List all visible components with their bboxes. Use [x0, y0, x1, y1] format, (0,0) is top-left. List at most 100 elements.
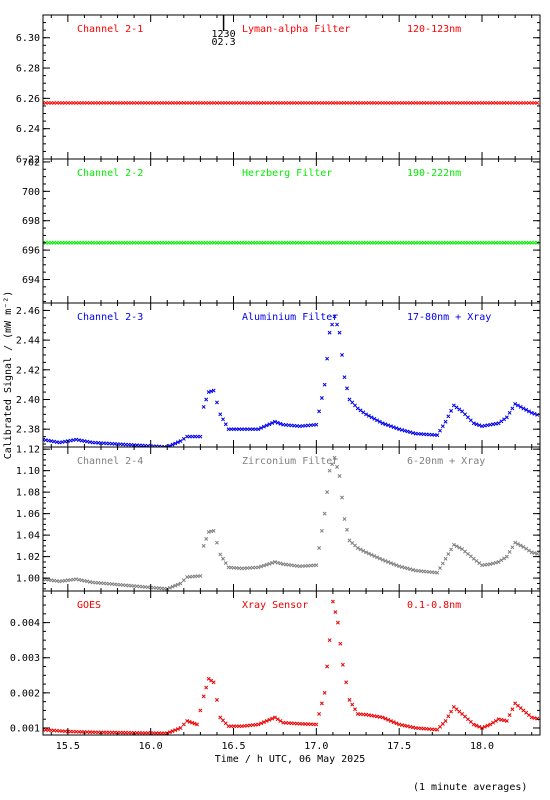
data-point: [510, 406, 515, 411]
data-point: [474, 723, 479, 728]
data-point: [178, 726, 183, 730]
data-point: [443, 718, 448, 723]
panel-label: Channel 2-1: [77, 24, 143, 35]
data-point: [322, 690, 327, 695]
data-point: [507, 550, 512, 554]
data-point: [527, 548, 531, 553]
panel-band: 6-20nm + Xray: [407, 456, 485, 467]
panel-frame: [42, 446, 541, 592]
data-point: [377, 715, 382, 719]
data-point: [451, 403, 456, 408]
data-point: [278, 718, 283, 723]
data-point: [388, 718, 393, 723]
data-point: [435, 433, 440, 438]
x-axis-label: Time / h UTC, 06 May 2025: [215, 754, 366, 765]
time-marker-label-time: 1230: [212, 29, 236, 40]
data-point: [391, 720, 396, 725]
data-point: [435, 570, 440, 575]
data-point: [535, 551, 540, 556]
data-point: [340, 495, 344, 500]
panel-frame: [42, 158, 541, 304]
y-tick-label: 6.22: [16, 155, 40, 166]
data-point: [380, 421, 385, 426]
data-point: [391, 425, 396, 430]
data-point: [181, 436, 186, 441]
data-point: [87, 579, 92, 584]
data-point: [46, 438, 51, 443]
y-tick-label: 0.001: [10, 723, 40, 734]
data-point: [201, 404, 206, 409]
data-point: [173, 583, 178, 588]
data-point: [491, 422, 496, 427]
data-point: [332, 314, 337, 319]
data-point: [372, 554, 377, 559]
data-point: [201, 694, 206, 699]
data-point: [532, 716, 537, 720]
data-point: [209, 389, 214, 394]
data-point: [496, 560, 501, 564]
data-point: [264, 423, 269, 428]
data-point: [175, 727, 180, 731]
x-tick-label: 18.0: [470, 741, 494, 752]
data-point: [175, 582, 180, 587]
data-point: [383, 422, 388, 427]
data-point: [218, 552, 223, 557]
data-point: [386, 560, 391, 564]
data-point: [524, 546, 529, 551]
data-point: [446, 414, 451, 419]
panel-frame: [42, 14, 541, 160]
data-point: [383, 558, 388, 563]
panel-4-series: [43, 455, 540, 591]
data-point: [488, 422, 493, 427]
data-point: [76, 438, 81, 443]
data-point: [201, 543, 206, 548]
data-point: [74, 437, 79, 442]
data-point: [342, 375, 347, 380]
data-point: [322, 511, 327, 516]
y-tick-label: 2.38: [16, 425, 40, 436]
data-point: [330, 599, 335, 604]
panel-label: Channel 2-3: [77, 312, 143, 323]
data-point: [337, 474, 342, 478]
data-point: [170, 584, 175, 589]
data-point: [515, 403, 520, 408]
data-point: [391, 562, 396, 567]
data-point: [175, 440, 180, 445]
data-point: [383, 716, 388, 721]
data-point: [223, 422, 228, 427]
data-point: [206, 676, 211, 681]
data-point: [358, 547, 363, 552]
data-point: [493, 560, 498, 565]
data-point: [496, 421, 501, 426]
data-point: [440, 561, 445, 566]
data-point: [347, 697, 352, 702]
data-point: [82, 439, 87, 444]
data-point: [502, 556, 507, 561]
data-point: [198, 708, 203, 713]
data-point: [198, 434, 203, 439]
data-point: [314, 563, 319, 568]
data-point: [209, 678, 214, 683]
data-point: [218, 715, 223, 720]
data-point: [325, 356, 330, 361]
data-point: [261, 720, 266, 725]
data-point: [397, 427, 402, 432]
data-point: [87, 440, 92, 445]
data-point: [335, 322, 340, 327]
data-point: [465, 415, 470, 420]
data-point: [474, 422, 479, 427]
y-tick-label: 698: [22, 216, 40, 227]
data-point: [529, 410, 534, 415]
data-point: [322, 382, 327, 387]
data-point: [366, 413, 371, 418]
data-point: [267, 561, 272, 566]
data-point: [408, 430, 413, 435]
data-point: [256, 565, 261, 570]
data-point: [272, 560, 277, 564]
data-point: [185, 718, 190, 723]
panel-5: 0.001 0.002 0.003 0.004 GOES Xray Sensor 0.1-0…: [10, 590, 541, 736]
data-point: [529, 550, 534, 555]
panel-3: 2.38 2.40 2.42 2.44 2.46 Channel 2-3 Aluminium…: [16, 302, 541, 448]
data-point: [499, 558, 504, 563]
data-point: [468, 418, 473, 423]
